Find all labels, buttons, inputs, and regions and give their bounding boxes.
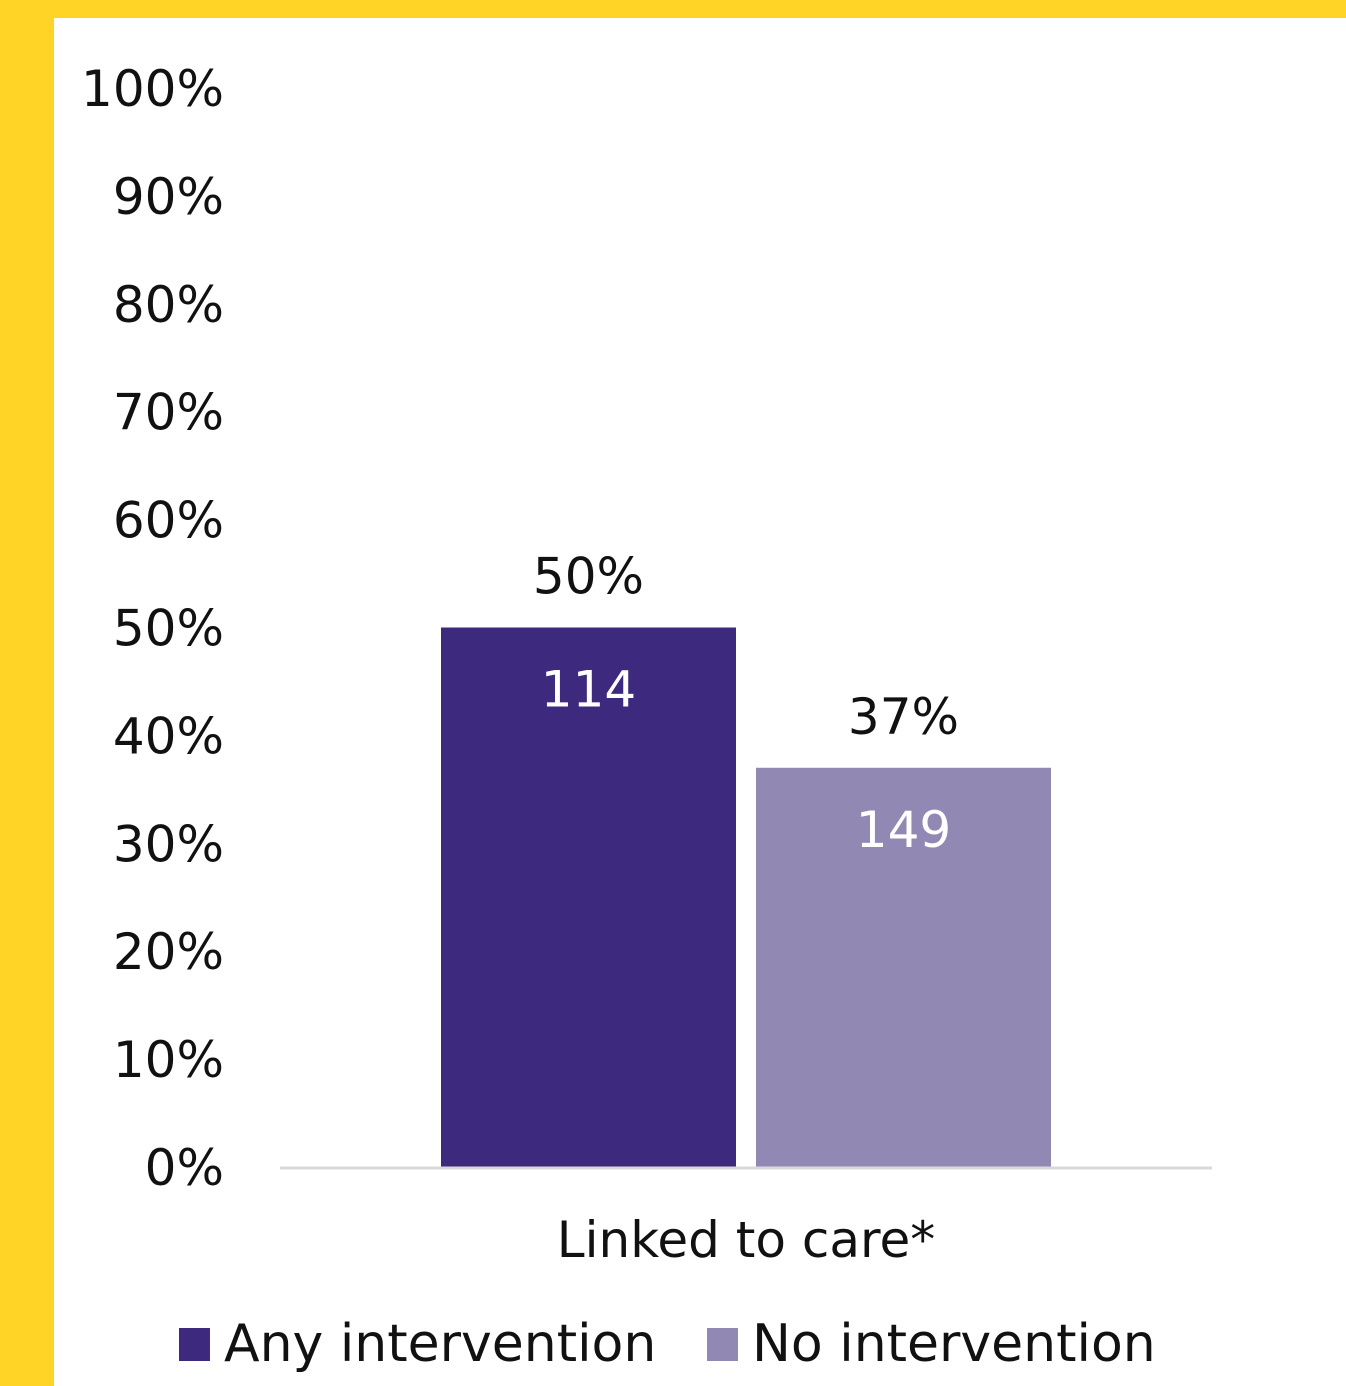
y-tick-label: 20% — [113, 923, 224, 981]
legend-swatch — [707, 1328, 738, 1361]
bar — [756, 767, 1051, 1167]
y-tick-label: 90% — [113, 168, 224, 226]
bar-value-label: 50% — [533, 548, 644, 606]
y-axis-ticks: 0% 10% 20% 30% 40% 50% 60% 70% 80% 90% 100% — [81, 60, 224, 1197]
y-tick-label: 60% — [113, 492, 224, 550]
y-tick-label: 10% — [113, 1031, 224, 1089]
category-labels: Linked to care* — [557, 1211, 935, 1269]
bar-chart: 0% 10% 20% 30% 40% 50% 60% 70% 80% 90% 100% 50% 114… — [81, 60, 1212, 1374]
bars: 50% 114 37% 149 — [441, 548, 1051, 1167]
chart-frame: 0% 10% 20% 30% 40% 50% 60% 70% 80% 90% 100% 50% 114… — [54, 18, 1346, 1386]
category-label: Linked to care* — [557, 1211, 935, 1269]
y-tick-label: 80% — [113, 276, 224, 334]
legend: Any intervention No intervention — [179, 1314, 1156, 1374]
y-tick-label: 50% — [113, 600, 224, 658]
bar-count-label: 149 — [856, 801, 951, 859]
y-tick-label: 100% — [81, 60, 224, 118]
y-tick-label: 0% — [145, 1139, 224, 1197]
y-tick-label: 30% — [113, 815, 224, 873]
legend-label: No intervention — [752, 1314, 1156, 1374]
bar — [441, 627, 736, 1167]
bar-value-label: 37% — [848, 688, 959, 746]
legend-swatch — [179, 1328, 210, 1361]
legend-label: Any intervention — [224, 1314, 656, 1374]
bar-count-label: 114 — [541, 661, 636, 719]
y-tick-label: 40% — [113, 707, 224, 765]
y-tick-label: 70% — [113, 384, 224, 442]
